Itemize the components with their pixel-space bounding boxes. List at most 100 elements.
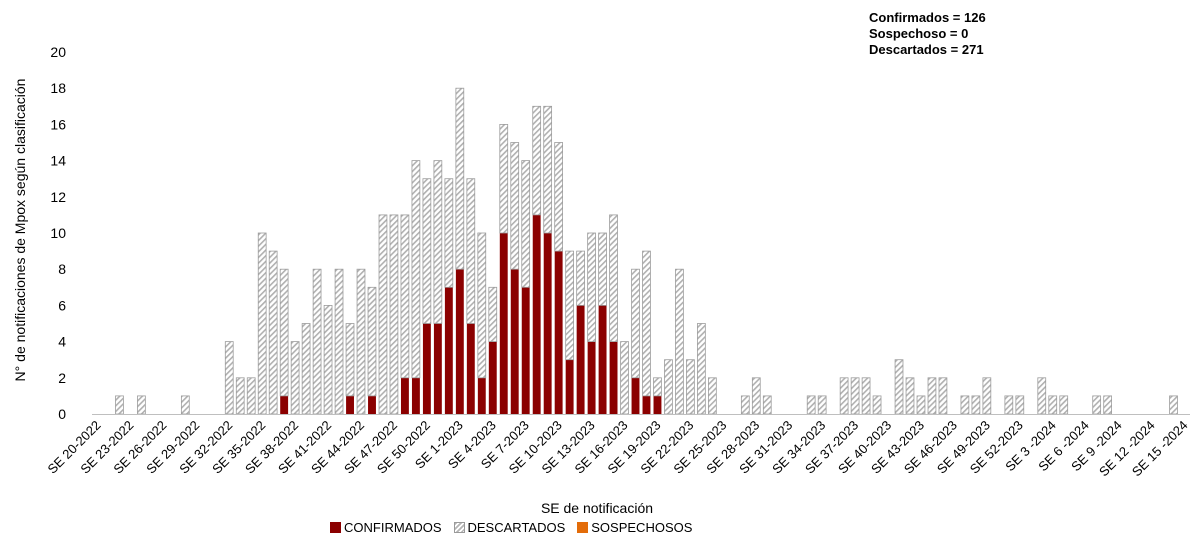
bar-descartados [861, 377, 871, 415]
bar-descartados [137, 395, 146, 415]
bar-descartados [1004, 395, 1014, 415]
bar-descartados [1059, 395, 1069, 415]
bar-descartados [235, 377, 245, 415]
bar-descartados [389, 214, 399, 415]
bar-descartados [1037, 377, 1047, 415]
bar-descartados [1015, 395, 1025, 415]
legend-item-confirmados: CONFIRMADOS [330, 520, 442, 535]
bar-descartados [872, 395, 882, 415]
bar-confirmados [280, 395, 289, 414]
legend-item-descartados: DESCARTADOS [453, 520, 565, 535]
bar-confirmados [543, 233, 552, 414]
bar-confirmados [368, 395, 376, 414]
bar-confirmados [565, 359, 574, 414]
y-tick-label: 18 [50, 80, 66, 96]
bar-descartados [620, 341, 629, 415]
bar-confirmados [455, 269, 464, 414]
bar-descartados [521, 160, 531, 288]
bar-descartados [806, 395, 816, 415]
bar-confirmados [576, 305, 585, 414]
y-tick-label: 14 [50, 153, 66, 169]
summary-descartados: Descartados = 271 [869, 42, 984, 57]
bar-descartados [697, 323, 706, 415]
legend-swatch-confirmados [330, 522, 341, 533]
bar-descartados [708, 377, 717, 415]
summary-confirmados: Confirmados = 126 [869, 10, 986, 25]
bar-descartados [565, 250, 574, 361]
y-tick-label: 4 [58, 334, 66, 350]
bar-descartados [290, 341, 300, 415]
bar-confirmados [411, 377, 420, 414]
bar-confirmados [510, 269, 519, 414]
bar-descartados [279, 268, 289, 397]
bar-confirmados [587, 341, 596, 414]
bar-descartados [224, 341, 234, 415]
bar-confirmados [631, 377, 640, 414]
bar-descartados [576, 250, 585, 306]
bar-confirmados [499, 233, 508, 414]
bar-descartados [477, 232, 487, 379]
bar-confirmados [554, 251, 563, 414]
bar-confirmados [444, 287, 453, 414]
legend-item-sospechosos: SOSPECHOSOS [577, 520, 692, 535]
y-tick-label: 2 [58, 370, 66, 386]
bar-descartados [982, 377, 992, 415]
y-tick-label: 20 [50, 44, 66, 60]
bar-descartados [850, 377, 860, 415]
bar-descartados [653, 377, 662, 397]
y-tick-label: 10 [50, 225, 66, 241]
bar-descartados [609, 214, 618, 342]
bar-confirmados [642, 395, 651, 414]
bar-confirmados [532, 214, 541, 414]
y-tick-label: 12 [50, 189, 66, 205]
bar-confirmados [609, 341, 618, 414]
bar-confirmados [400, 377, 409, 414]
y-tick-label: 0 [58, 406, 66, 422]
y-tick-label: 16 [50, 116, 66, 132]
bar-descartados [400, 214, 410, 379]
bar-confirmados [433, 323, 442, 414]
bar-descartados [916, 395, 926, 415]
legend-swatch-descartados [453, 522, 465, 533]
bar-confirmados [422, 323, 431, 414]
bar-confirmados [521, 287, 530, 414]
bar-descartados [554, 142, 564, 252]
bar-descartados [1169, 395, 1178, 415]
bar-descartados [905, 377, 915, 415]
bar-descartados [367, 286, 377, 397]
summary-sospechoso: Sospechoso = 0 [869, 26, 969, 41]
bar-descartados [312, 268, 322, 415]
bar-descartados [301, 323, 311, 415]
bar-descartados [356, 268, 366, 415]
bar-confirmados [598, 305, 607, 414]
bar-confirmados [477, 377, 486, 414]
bar-descartados [378, 214, 388, 415]
x-axis-title: SE de notificación [540, 500, 654, 516]
bar-confirmados [466, 323, 475, 414]
bar-descartados [971, 395, 981, 415]
bar-descartados [334, 268, 344, 415]
bar-confirmados [653, 395, 662, 414]
y-axis-title: N° de notificaciones de Mpox según clasi… [12, 79, 28, 382]
y-tick-label: 8 [58, 261, 66, 277]
bar-descartados [411, 160, 421, 379]
bar-descartados [762, 395, 772, 415]
bar-descartados [686, 359, 695, 415]
bar-descartados [433, 160, 443, 324]
bar-descartados [455, 87, 465, 270]
bar-confirmados [346, 395, 354, 414]
bar-descartados [257, 232, 267, 415]
bar-descartados [675, 268, 684, 415]
bar-descartados [115, 395, 124, 415]
bar-descartados [587, 232, 596, 342]
summary-box: Confirmados = 126 Sospechoso = 0 Descart… [869, 10, 986, 58]
bar-descartados [751, 377, 761, 415]
bar-descartados [180, 395, 190, 415]
bar-descartados [927, 377, 937, 415]
bar-descartados [1048, 395, 1058, 415]
bars [115, 87, 1178, 415]
bar-descartados [894, 359, 904, 415]
bar-descartados [543, 105, 553, 234]
